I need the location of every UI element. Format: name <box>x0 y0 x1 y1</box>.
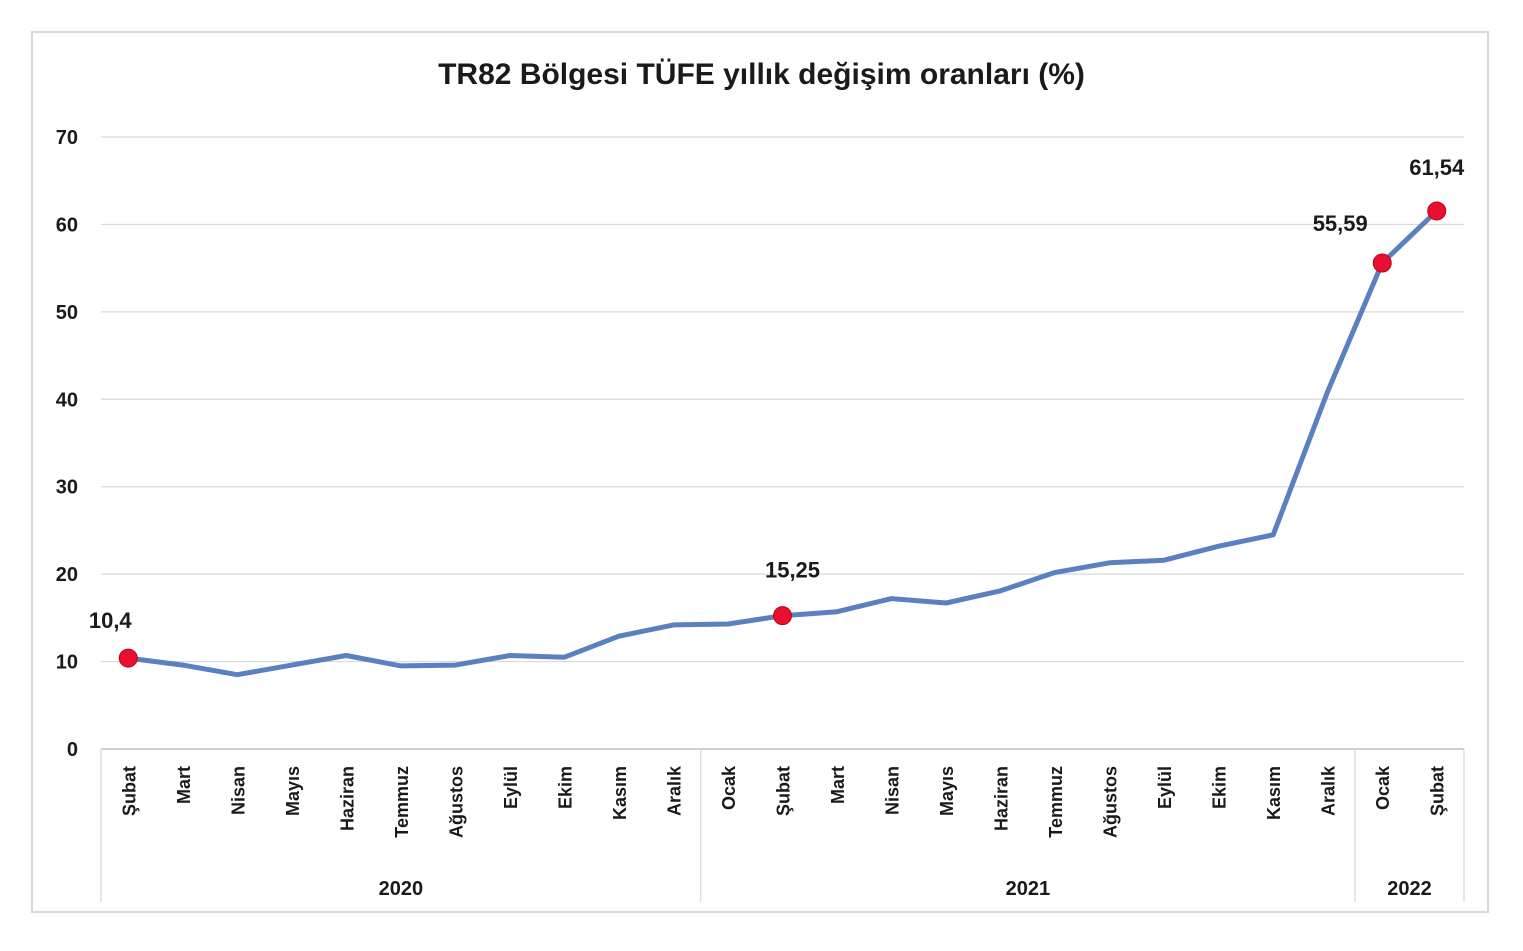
y-tick-label: 60 <box>56 214 78 236</box>
x-tick-label: Mart <box>828 766 848 804</box>
x-tick-label: Haziran <box>992 766 1012 831</box>
data-label: 61,54 <box>1409 155 1465 180</box>
x-tick-label: Haziran <box>337 766 357 831</box>
x-tick-label: Kasım <box>1264 766 1284 820</box>
chart-frame <box>31 31 1489 913</box>
x-tick-label: Ekim <box>1210 766 1230 809</box>
series <box>125 208 1440 678</box>
x-tick-label: Şubat <box>119 766 139 816</box>
x-axis: Şubat Mart Nisan Mayıs Haziran Temmuz Ağustos E… <box>100 749 1465 902</box>
y-axis: 0 10 20 30 40 50 60 70 <box>56 127 78 761</box>
x-tick-label: Mayıs <box>937 766 957 816</box>
y-tick-label: 10 <box>56 652 78 674</box>
x-tick-label: Ağustos <box>1101 766 1121 838</box>
x-tick-label: Şubat <box>1428 766 1448 816</box>
group-label: 2021 <box>1006 878 1051 900</box>
x-tick-label: Aralık <box>664 765 684 816</box>
x-tick-label: Eylül <box>501 766 521 809</box>
x-tick-label: Aralık <box>1319 765 1339 816</box>
data-label: 15,25 <box>765 558 820 583</box>
data-label: 55,59 <box>1313 211 1368 236</box>
x-tick-label: Ekim <box>555 766 575 809</box>
data-point <box>773 606 792 626</box>
x-tick-label: Ocak <box>719 765 739 810</box>
series-line <box>125 208 1440 678</box>
x-tick-label: Temmuz <box>1046 766 1066 838</box>
data-point <box>118 648 138 668</box>
chart-title: TR82 Bölgesi TÜFE yıllık değişim oranlar… <box>438 58 1085 91</box>
x-tick-label: Temmuz <box>392 766 412 838</box>
data-point <box>1372 253 1392 273</box>
x-tick-label: Nisan <box>883 766 903 815</box>
y-tick-label: 30 <box>56 477 78 499</box>
x-tick-label: Ağustos <box>446 766 466 838</box>
x-tick-label: Nisan <box>228 766 248 815</box>
x-tick-label: Mayıs <box>283 766 303 816</box>
x-tick-label: Ocak <box>1373 765 1393 810</box>
group-label: 2022 <box>1387 878 1432 900</box>
gridlines <box>101 136 1464 750</box>
y-tick-label: 40 <box>56 389 78 411</box>
x-tick-label: Mart <box>174 766 194 804</box>
x-tick-label: Şubat <box>774 766 794 816</box>
y-tick-label: 70 <box>56 127 78 149</box>
y-tick-label: 20 <box>56 564 78 586</box>
y-tick-label: 0 <box>67 739 78 761</box>
group-label: 2020 <box>379 878 424 900</box>
highlighted-points: 10,4 15,25 55,59 61,54 <box>89 155 1465 668</box>
x-tick-label: Kasım <box>610 766 630 820</box>
x-tick-label: Eylül <box>1155 766 1175 809</box>
data-point <box>1427 201 1447 221</box>
data-label: 10,4 <box>89 608 133 633</box>
y-tick-label: 50 <box>56 302 78 324</box>
